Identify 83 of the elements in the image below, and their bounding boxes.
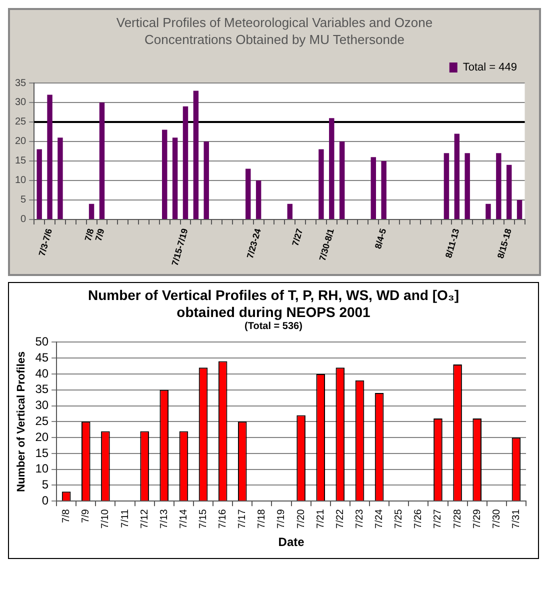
y-tick-label: 10: [35, 462, 49, 476]
x-tick-label: 7/17: [237, 508, 248, 529]
bar: [162, 130, 168, 219]
x-tick-label: 7/10: [100, 508, 112, 529]
x-tick-label: 7/9: [80, 508, 92, 524]
x-tick-label: 7/28: [452, 508, 464, 529]
x-tick-label: 7/23-24: [244, 227, 263, 260]
y-tick-label: 30: [15, 97, 27, 108]
y-tick-label: 5: [42, 478, 49, 492]
x-tick-label: 7/20: [296, 508, 307, 529]
x-tick-label: 7/29: [472, 508, 483, 529]
bar: [47, 94, 52, 219]
y-tick-label: 45: [35, 350, 49, 364]
bar: [88, 204, 94, 219]
bar: [58, 138, 63, 219]
bar: [172, 138, 178, 219]
bar: [329, 118, 334, 219]
x-tick-label: 7/8: [61, 508, 72, 524]
bar: [182, 106, 188, 219]
x-tick-label: 7/23: [354, 508, 366, 529]
x-tick-label: 7/3-7/6: [36, 227, 54, 258]
x-tick-label: 7/30: [491, 508, 502, 529]
x-tick-label: 7/16: [218, 508, 229, 529]
bar: [256, 180, 262, 219]
y-tick-label: 50: [35, 334, 49, 349]
x-tick-label: 7/11: [120, 508, 131, 528]
x-tick-label: 8/15-18: [495, 227, 514, 260]
chart-title: Number of Vertical Profiles of T, P, RH, WS, WD and [O₃] obtained during NEOPS 2001: [86, 287, 460, 321]
x-tick-label: 7/14: [178, 508, 190, 529]
y-tick-label: 0: [20, 214, 27, 226]
bar: [287, 204, 292, 219]
y-tick-label: 25: [15, 116, 27, 128]
x-tick-label: 7/27: [290, 227, 305, 248]
y-tick-label: 35: [15, 78, 27, 89]
bar: [464, 153, 470, 219]
x-tick-label: 7/13: [158, 508, 170, 529]
y-tick-label: 15: [35, 446, 49, 460]
x-tick-label: 7/26: [413, 508, 424, 529]
x-tick-label: 8/4-5: [372, 227, 388, 250]
x-tick-label: 7/12: [139, 508, 150, 529]
y-tick-label: 25: [35, 414, 49, 428]
chart-title: Vertical Profiles of Meteorological Variables and Ozone Concentrations Obtained by MU Tethersonde: [115, 14, 434, 48]
x-tick-label: 7/31: [510, 508, 522, 529]
x-tick-label: 7/9: [93, 227, 106, 242]
bar: [339, 141, 345, 219]
x-tick-label: 7/25: [394, 508, 405, 529]
x-tick-label: 7/21: [315, 508, 326, 529]
x-tick-label: 7/15: [198, 508, 209, 529]
bar: [381, 160, 386, 219]
y-tick-label: 20: [15, 136, 27, 148]
x-tick-label: 7/22: [334, 508, 346, 529]
bar: [506, 164, 512, 219]
bar: [486, 204, 491, 219]
y-tick-label: 0: [42, 493, 49, 508]
bar: [454, 134, 460, 219]
y-tick-label: 5: [20, 194, 27, 206]
y-tick-label: 30: [35, 398, 49, 412]
y-axis-title: Number of Vertical Profiles: [16, 351, 28, 492]
bar: [444, 153, 450, 219]
y-tick-label: 40: [35, 366, 49, 380]
x-tick-label: 7/19: [276, 508, 288, 529]
bar: [318, 149, 324, 219]
x-tick-label: 7/8: [82, 227, 96, 242]
legend-label: Total = 449: [462, 62, 517, 74]
x-axis-title: Date: [278, 535, 305, 550]
bar: [246, 168, 251, 219]
bar: [99, 102, 105, 219]
bar: [516, 200, 522, 219]
y-tick-label: 15: [15, 156, 27, 167]
chart-subtitle: (Total = 536): [244, 321, 304, 332]
y-tick-label: 10: [15, 175, 27, 186]
bar: [204, 141, 209, 219]
y-tick-label: 20: [35, 430, 49, 444]
bar: [496, 153, 502, 219]
x-tick-label: 7/30-8/1: [317, 227, 336, 262]
x-tick-label: 7/24: [374, 508, 386, 529]
x-tick-label: 8/11-13: [443, 227, 462, 260]
x-tick-label: 7/27: [432, 508, 444, 529]
bar: [193, 90, 199, 219]
y-tick-label: 35: [35, 382, 49, 396]
x-tick-label: 7/18: [256, 508, 268, 529]
bar: [370, 157, 376, 219]
bar: [36, 149, 42, 219]
